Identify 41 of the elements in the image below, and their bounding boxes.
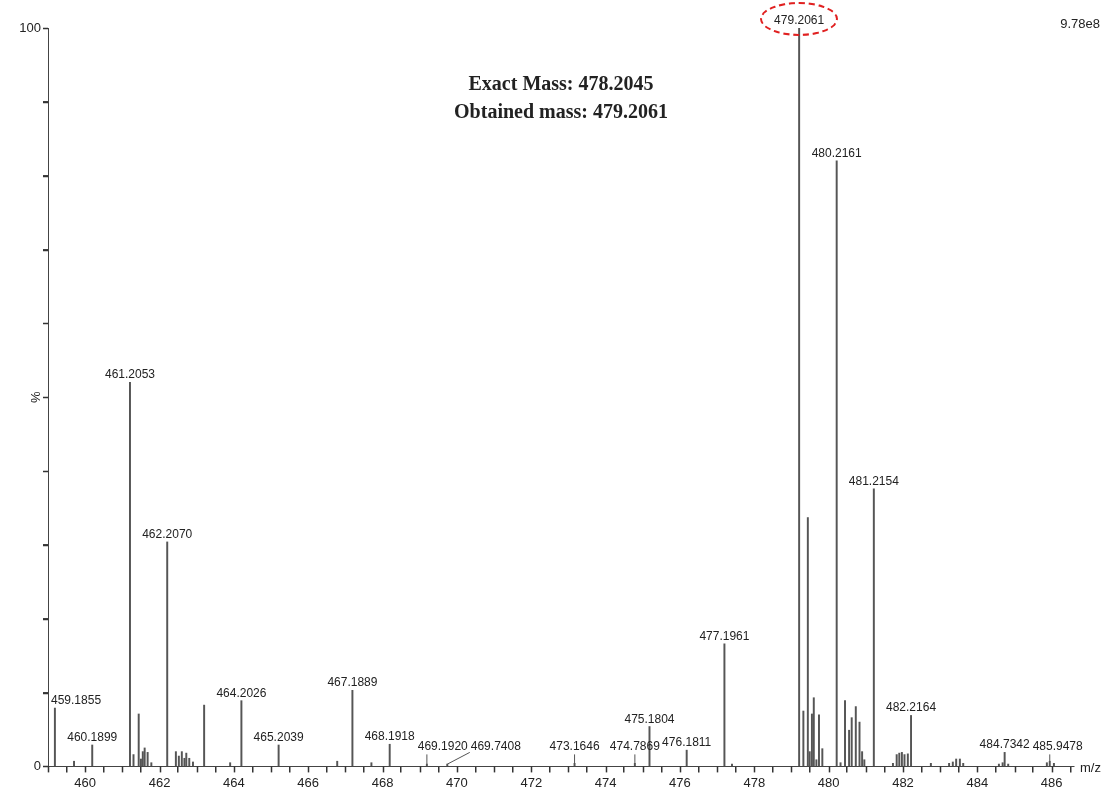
annotation: 468.1918: [364, 729, 416, 744]
annotation: Obtained mass: 479.2061: [454, 100, 668, 122]
x-tick-label: 468: [371, 774, 394, 790]
x-axis-title: m/z: [1080, 760, 1101, 776]
annotation: 479.2061: [774, 13, 825, 27]
y-axis-title: %: [28, 390, 43, 403]
annotation: 467.1889: [327, 675, 378, 690]
x-tick-label: 486: [1040, 774, 1063, 790]
annotation: 482.2164: [886, 700, 937, 715]
x-tick-label: 476: [669, 774, 691, 790]
x-tick-label: 470: [446, 774, 468, 790]
annotation: 476.1811: [662, 735, 712, 750]
x-tick-label: 482: [892, 774, 914, 790]
y-tick-label: 0: [33, 757, 41, 773]
annotation: 480.2161: [811, 145, 863, 160]
annotation: 484.7342: [979, 737, 1030, 752]
annotation: 481.2154: [848, 473, 900, 488]
annotation: 485.9478: [1032, 739, 1084, 754]
x-tick-label: 460: [74, 774, 97, 790]
annotation: 469.1920: [417, 739, 469, 754]
x-tick-label: 474: [594, 774, 617, 790]
annotation: 461.2053: [104, 367, 156, 382]
annotation: 462.2070: [142, 526, 193, 541]
x-tick-label: 484: [966, 774, 989, 790]
annotation: 464.2026: [216, 685, 267, 700]
x-tick-label: 464: [223, 774, 245, 790]
annotation: 473.1646: [549, 739, 600, 754]
y-tick-label: 100: [19, 19, 41, 35]
annotation: 465.2039: [253, 729, 304, 744]
x-tick-label: 466: [297, 774, 320, 790]
x-tick-label: 480: [817, 774, 840, 790]
annotation: 475.1804: [624, 711, 675, 726]
annotation: 459.1855: [51, 693, 102, 708]
annotation: 9.78e8: [1060, 16, 1100, 31]
annotation: 460.1899: [67, 729, 118, 744]
x-tick-label: 472: [520, 774, 543, 790]
annotation: Exact Mass: 478.2045: [468, 72, 654, 94]
annotation: 477.1961: [699, 628, 750, 643]
annotation: 469.7408: [470, 739, 522, 754]
x-tick-label: 478: [743, 774, 766, 790]
x-tick-label: 462: [148, 774, 171, 790]
